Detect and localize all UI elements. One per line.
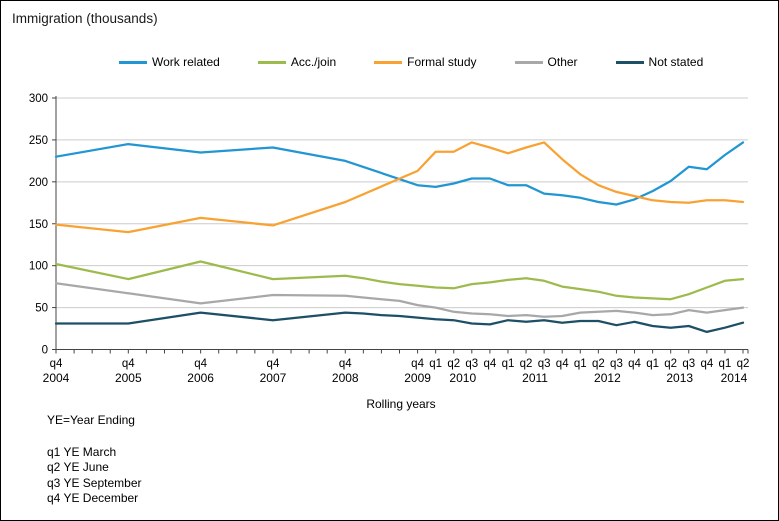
footnote-q3: q3 YE September — [47, 475, 142, 490]
series-line-other — [54, 282, 745, 318]
y-tick-label: 100 — [29, 261, 48, 273]
x-tick-quarter-label: q1 — [574, 358, 587, 370]
footnote-q1: q1 YE March — [47, 445, 117, 459]
y-tick-label: 300 — [29, 93, 48, 105]
x-tick-year-label: 2008 — [332, 371, 359, 385]
series-line-acc-join — [54, 260, 745, 301]
x-tick-quarter-label: q4 — [628, 358, 641, 370]
y-tick-label: 250 — [29, 135, 48, 147]
legend-label: Not stated — [648, 55, 704, 69]
x-tick-year-label: 2005 — [115, 371, 142, 385]
series-line-formal-study — [54, 141, 745, 234]
x-tick-quarter-label: q4 — [267, 358, 280, 370]
x-tick-quarter-label: q3 — [682, 358, 695, 370]
legend-item-other: Other — [514, 55, 578, 69]
chart-title: Immigration (thousands) — [12, 11, 158, 26]
x-tick-year-label: 2009 — [404, 371, 431, 385]
x-tick-quarter-label: q2 — [520, 358, 533, 370]
x-tick-quarter-label: q1 — [429, 358, 442, 370]
footnote-q4: q4 YE December — [47, 490, 139, 505]
footnote-q2: q2 YE June — [47, 460, 109, 475]
legend-label: Formal study — [407, 55, 477, 69]
x-tick-quarter-label: q4 — [556, 358, 569, 370]
legend-label: Acc./join — [290, 55, 337, 69]
legend-line-swatch — [514, 60, 543, 64]
series-line-not-stated — [54, 311, 745, 334]
x-tick-quarter-label: q2 — [737, 358, 750, 370]
x-tick-quarter-label: q4 — [411, 358, 424, 370]
x-tick-year-label: 2013 — [666, 371, 693, 385]
x-tick-quarter-label: q1 — [719, 358, 732, 370]
x-tick-quarter-label: q3 — [610, 358, 623, 370]
x-tick-quarter-label: q4 — [194, 358, 207, 370]
legend-label: Other — [547, 55, 578, 69]
x-axis-title: Rolling years — [366, 397, 436, 411]
footnote-ye: YE=Year Ending — [47, 413, 135, 427]
legend-line-swatch — [119, 60, 147, 64]
legend-line-swatch — [374, 60, 403, 64]
legend-item-formal-study: Formal study — [374, 55, 477, 69]
legend-label: Work related — [152, 55, 220, 69]
x-tick-quarter-label: q2 — [447, 358, 460, 370]
y-tick-label: 0 — [42, 345, 48, 357]
y-tick-label: 150 — [29, 219, 48, 231]
x-tick-year-label: 2010 — [449, 371, 476, 385]
y-tick-label: 200 — [29, 177, 48, 189]
x-tick-year-label: 2012 — [594, 371, 621, 385]
legend-item-acc-join: Acc./join — [257, 55, 337, 69]
x-tick-quarter-label: q3 — [465, 358, 478, 370]
x-tick-quarter-label: q4 — [700, 358, 713, 370]
x-tick-quarter-label: q4 — [122, 358, 135, 370]
x-tick-quarter-label: q1 — [502, 358, 515, 370]
x-tick-year-label: 2004 — [43, 371, 70, 385]
legend-item-not-stated: Not stated — [615, 55, 704, 69]
legend-line-swatch — [257, 60, 286, 64]
footnote-list: q1 YE March q2 YE June q3 YE September q… — [47, 445, 142, 506]
x-tick-quarter-label: q1 — [646, 358, 659, 370]
x-tick-year-label: 2014 — [721, 371, 748, 385]
legend-item-work-related: Work related — [119, 55, 220, 69]
series-line-work-related — [54, 141, 745, 206]
x-tick-quarter-label: q4 — [50, 358, 63, 370]
legend-line-swatch — [615, 60, 644, 64]
x-tick-quarter-label: q2 — [592, 358, 605, 370]
x-tick-quarter-label: q4 — [339, 358, 352, 370]
y-tick-label: 50 — [35, 303, 48, 315]
x-tick-year-label: 2007 — [260, 371, 287, 385]
chart-legend: Work related Acc./join Formal study Othe… — [119, 53, 703, 71]
x-tick-year-label: 2006 — [187, 371, 214, 385]
x-tick-year-label: 2011 — [522, 371, 548, 385]
x-tick-quarter-label: q3 — [538, 358, 551, 370]
x-tick-quarter-label: q2 — [664, 358, 677, 370]
x-tick-quarter-label: q4 — [483, 358, 496, 370]
